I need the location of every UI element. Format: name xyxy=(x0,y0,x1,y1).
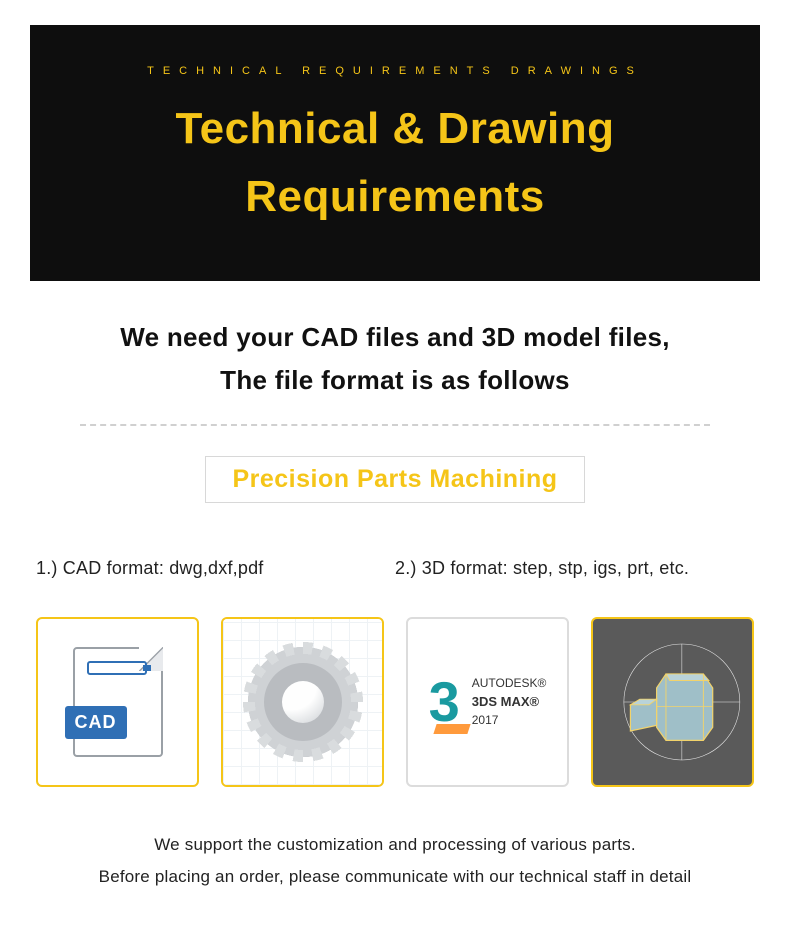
card-autodesk-3dsmax: 3 AUTODESK® 3DS MAX® 2017 xyxy=(406,617,569,787)
card-cad-file-icon: CAD xyxy=(36,617,199,787)
formats-row: 1.) CAD format: dwg,dxf,pdf 2.) 3D forma… xyxy=(30,558,760,579)
wireframe-model-icon xyxy=(593,619,752,785)
metal-gear-icon xyxy=(248,647,358,757)
autodesk-logo-icon: 3 AUTODESK® 3DS MAX® 2017 xyxy=(429,674,547,730)
header-title-line1: Technical & Drawing xyxy=(176,104,615,153)
autodesk-text: AUTODESK® 3DS MAX® 2017 xyxy=(472,675,547,729)
autodesk-line1: AUTODESK® xyxy=(472,675,547,692)
header-block: TECHNICAL REQUIREMENTS DRAWINGS Technica… xyxy=(30,25,760,281)
page-root: TECHNICAL REQUIREMENTS DRAWINGS Technica… xyxy=(0,0,790,934)
header-title: Technical & Drawing Requirements xyxy=(50,95,740,231)
format-left-col: 1.) CAD format: dwg,dxf,pdf xyxy=(36,558,395,579)
logo-3-glyph-icon: 3 xyxy=(429,674,460,730)
subheading-line1: We need your CAD files and 3D model file… xyxy=(120,322,670,352)
card-gear-blueprint xyxy=(221,617,384,787)
section-label: Precision Parts Machining xyxy=(205,456,584,503)
format-right-text: 2.) 3D format: step, stp, igs, prt, etc. xyxy=(395,558,689,578)
cad-badge-label: CAD xyxy=(65,706,127,739)
pen-tool-icon xyxy=(87,661,147,675)
subheading: We need your CAD files and 3D model file… xyxy=(30,316,760,402)
section-label-wrap: Precision Parts Machining xyxy=(30,456,760,503)
subheading-line2: The file format is as follows xyxy=(220,365,570,395)
autodesk-line3: 2017 xyxy=(472,712,547,729)
card-wireframe-model xyxy=(591,617,754,787)
header-title-line2: Requirements xyxy=(245,172,544,221)
blueprint-bg-icon xyxy=(223,619,382,785)
cad-file-icon: CAD xyxy=(73,647,163,757)
divider-dashed xyxy=(80,424,710,426)
header-eyebrow: TECHNICAL REQUIREMENTS DRAWINGS xyxy=(50,65,740,77)
format-right-col: 2.) 3D format: step, stp, igs, prt, etc. xyxy=(395,558,754,579)
image-cards-row: CAD 3 AUTODESK® 3DS MAX® 2017 xyxy=(30,617,760,787)
footer-text: We support the customization and process… xyxy=(30,829,760,894)
footer-line2: Before placing an order, please communic… xyxy=(60,861,730,893)
autodesk-line2: 3DS MAX® xyxy=(472,693,547,712)
footer-line1: We support the customization and process… xyxy=(60,829,730,861)
format-left-text: 1.) CAD format: dwg,dxf,pdf xyxy=(36,558,263,578)
